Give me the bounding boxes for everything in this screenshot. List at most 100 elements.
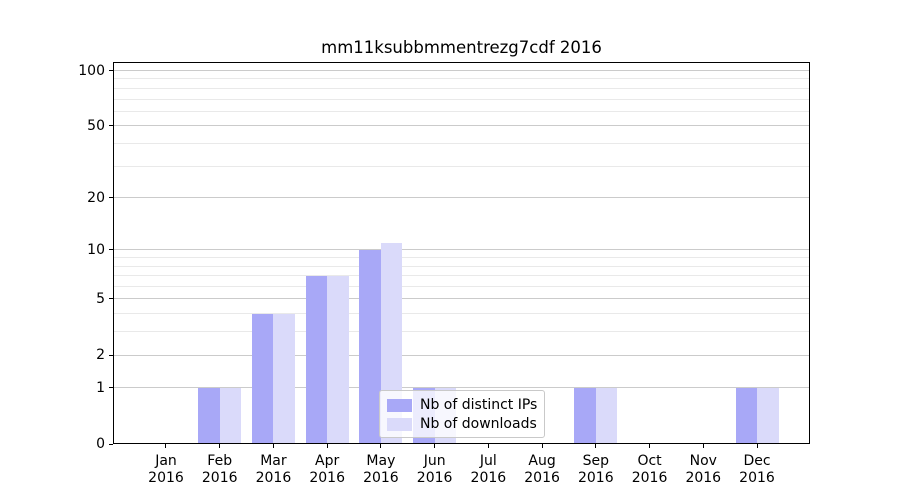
legend-swatch-icon [387,417,412,431]
x-tick-year: 2016 [309,470,345,486]
y-tick-label: 1 [96,379,105,396]
gridline-minor [113,165,810,167]
x-tick-mark [702,444,704,448]
x-tick-month: Aug [528,453,556,469]
x-tick-year: 2016 [739,470,775,486]
gridline-minor [113,78,810,80]
gridline-minor [113,286,810,288]
gridline-major [113,387,810,389]
gridline-minor [113,275,810,277]
x-tick-month: Jun [423,453,446,469]
y-tick-label: 2 [96,347,105,364]
gridline-major [113,298,810,300]
y-tick-mark [109,70,113,71]
bar-dec-s0 [735,387,757,444]
y-tick-mark [109,387,113,389]
x-tick-year: 2016 [470,470,507,486]
x-tick-mark [219,444,221,448]
x-tick-year: 2016 [363,470,399,486]
x-tick-month: May [366,453,396,469]
x-tick-label: Mar 2016 [241,453,305,487]
gridline-minor [113,110,810,112]
x-tick-label: Jul 2016 [456,453,520,487]
x-tick-label: Oct 2016 [618,453,682,487]
bar-apr-s0 [305,275,328,444]
gridline-major [113,125,810,127]
x-tick-mark [541,444,543,448]
gridline-major [113,70,810,71]
x-tick-month: Feb [207,453,233,469]
x-tick-label: May 2016 [349,453,413,487]
x-tick-mark [487,444,489,448]
y-tick-mark [109,443,113,445]
bar-feb-s1 [219,387,242,444]
x-tick-month: Oct [637,453,662,469]
legend-row: Nb of distinct IPs [387,397,538,413]
gridline-minor [113,257,810,259]
gridline-major [113,197,810,199]
gridline-minor [113,313,810,315]
y-tick-mark [109,197,113,199]
x-tick-label: Nov 2016 [671,453,735,487]
x-tick-label: Aug 2016 [510,453,574,487]
gridline-major [113,354,810,356]
gridline-minor [113,98,810,100]
bar-mar-s0 [251,313,274,444]
y-tick-mark [109,125,113,127]
x-tick-label: Sep 2016 [564,453,628,487]
legend-label: Nb of downloads [420,416,537,432]
x-tick-mark [649,444,651,448]
x-tick-year: 2016 [201,470,238,486]
x-tick-year: 2016 [148,470,184,486]
x-tick-mark [595,444,597,448]
x-tick-mark [272,444,274,448]
legend-swatch-icon [387,398,412,412]
x-tick-month: Sep [582,453,609,469]
y-tick-mark [109,298,113,300]
y-tick-label: 5 [96,290,105,307]
x-tick-year: 2016 [524,470,560,486]
x-tick-mark [165,444,167,448]
x-tick-year: 2016 [685,470,722,486]
legend-row: Nb of downloads [387,416,537,432]
bar-mar-s1 [273,313,295,444]
x-tick-year: 2016 [577,470,614,486]
x-tick-year: 2016 [416,470,453,486]
x-tick-year: 2016 [631,470,668,486]
legend-label: Nb of distinct IPs [420,397,538,413]
bar-may-s0 [359,249,381,444]
y-tick-label: 0 [96,436,105,452]
x-tick-month: Jul [479,453,497,469]
y-tick-label: 20 [87,189,105,206]
x-tick-label: Jun 2016 [403,453,467,487]
x-tick-mark [434,444,436,448]
y-tick-mark [109,354,113,356]
x-tick-label: Apr 2016 [295,453,359,487]
y-tick-label: 50 [87,117,105,134]
x-tick-month: Nov [689,453,717,469]
x-tick-month: Dec [743,453,771,469]
chart-title: mm11ksubbmmentrezg7cdf 2016 [321,38,602,57]
x-tick-year: 2016 [255,470,292,486]
x-tick-label: Jan 2016 [134,453,198,487]
bar-feb-s0 [198,387,220,444]
x-tick-label: Feb 2016 [188,453,252,487]
bar-dec-s1 [757,387,779,444]
gridline-major [113,249,810,251]
y-tick-label: 10 [87,241,105,258]
x-tick-mark [380,444,382,448]
gridline-minor [113,331,810,333]
x-tick-label: Dec 2016 [725,453,789,487]
legend: Nb of distinct IPs Nb of downloads [379,390,545,438]
gridline-minor [113,142,810,144]
x-tick-month: Mar [260,453,287,469]
x-tick-mark [326,444,328,448]
gridline-minor [113,87,810,89]
x-tick-mark [756,444,758,448]
y-tick-mark [109,249,113,251]
x-tick-month: Jan [155,453,177,469]
gridline-minor [113,265,810,267]
bar-sep-s1 [595,387,618,444]
y-tick-label: 100 [78,62,105,79]
